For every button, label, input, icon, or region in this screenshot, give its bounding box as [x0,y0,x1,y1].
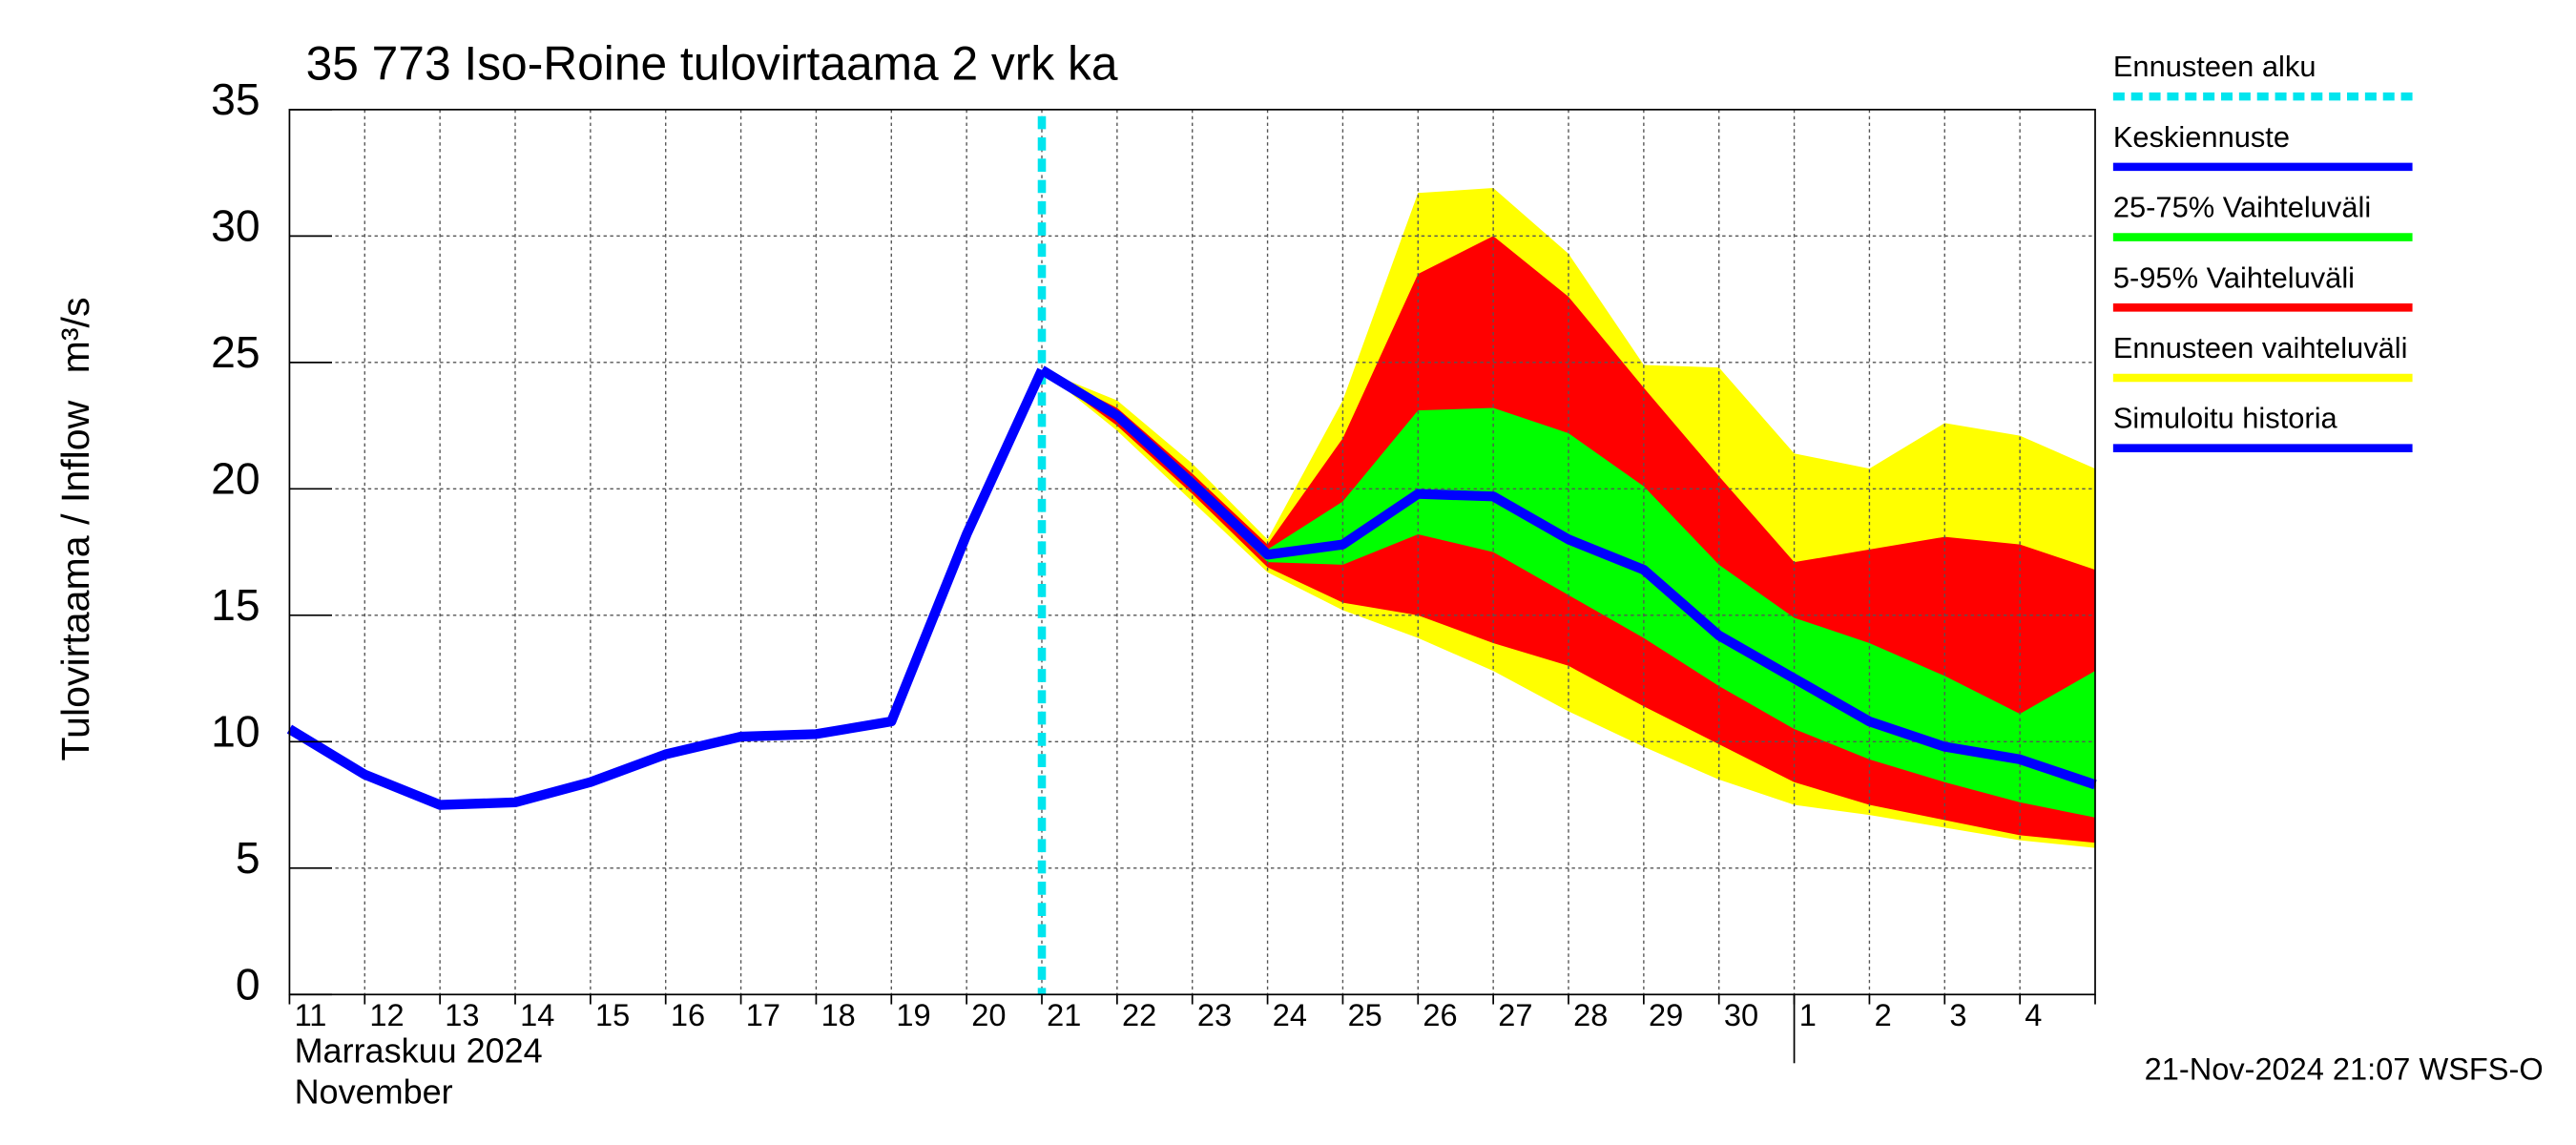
legend-label: Ennusteen alku [2113,50,2316,83]
x-tick-label: 4 [2025,998,2042,1032]
x-tick-label: 12 [369,998,404,1032]
legend-label: Simuloitu historia [2113,402,2338,435]
chart-title: 35 773 Iso-Roine tulovirtaama 2 vrk ka [306,36,1118,90]
legend-label: 5-95% Vaihteluväli [2113,260,2355,294]
x-tick-label: 16 [671,998,705,1032]
x-tick-label: 13 [445,998,479,1032]
x-tick-label: 3 [1949,998,1966,1032]
x-tick-label: 22 [1122,998,1156,1032]
x-tick-label: 11 [295,998,327,1032]
x-tick-label: 2 [1875,998,1892,1032]
month-label-en: November [295,1072,453,1111]
y-axis-unit: m³/s [53,297,97,373]
x-tick-label: 25 [1348,998,1382,1032]
x-tick-label: 28 [1573,998,1608,1032]
x-tick-label: 24 [1273,998,1307,1032]
x-tick-label: 14 [520,998,554,1032]
y-tick-label: 30 [211,201,260,251]
y-tick-label: 0 [236,960,260,1010]
month-label: Marraskuu 2024 [295,1031,543,1071]
timestamp: 21-Nov-2024 21:07 WSFS-O [2145,1051,2544,1086]
x-tick-label: 27 [1498,998,1532,1032]
x-tick-label: 30 [1724,998,1758,1032]
x-tick-label: 1 [1799,998,1817,1032]
y-tick-label: 15 [211,580,260,630]
legend-label: Keskiennuste [2113,120,2290,154]
plot-frame [288,109,2096,996]
x-tick-label: 21 [1047,998,1081,1032]
legend-label: 25-75% Vaihteluväli [2113,191,2371,224]
x-tick-label: 18 [821,998,856,1032]
lines [286,115,2097,995]
x-tick-label: 20 [971,998,1006,1032]
x-tick-label: 19 [896,998,930,1032]
x-tick-label: 15 [595,998,630,1032]
x-tick-label: 23 [1197,998,1232,1032]
x-tick-label: 29 [1649,998,1683,1032]
series-line [286,367,1047,810]
y-axis-label: Tulovirtaama / Inflow [53,400,97,760]
y-tick-label: 25 [211,327,260,377]
legend: Ennusteen alku Keskiennuste 25-75% Vaihtel… [2112,50,2413,452]
x-tick-label: 26 [1423,998,1457,1032]
y-tick-label: 20 [211,454,260,504]
series-line [1039,365,2097,790]
y-tick-label: 5 [236,833,260,883]
x-tick-label: 17 [746,998,780,1032]
y-tick-label: 10 [211,707,260,757]
legend-label: Ennusteen vaihteluväli [2113,331,2408,364]
y-tick-label: 35 [211,74,260,124]
